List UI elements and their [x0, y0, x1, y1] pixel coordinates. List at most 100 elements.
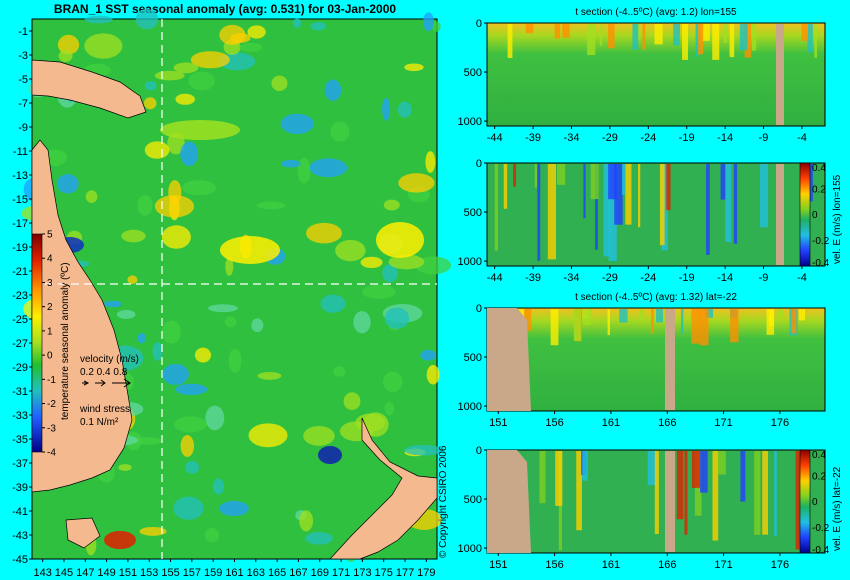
section-streak [676, 451, 684, 520]
velocity-colorbar-tick-label: 0.4 [812, 163, 826, 174]
section-streak [539, 451, 546, 504]
section-streak [632, 24, 639, 50]
map-x-tick-label: 167 [289, 567, 307, 579]
map-y-tick-label: -3 [18, 50, 28, 62]
wind-legend-value: 0.1 N/m² [80, 417, 119, 428]
temperature-colorbar-tick-label: -2 [47, 399, 56, 410]
anomaly-patch [162, 363, 189, 385]
section-streak [682, 24, 688, 60]
map-y-tick-label: -9 [18, 122, 28, 134]
map-x-tick-label: 175 [375, 567, 393, 579]
section-streak [614, 164, 623, 225]
anomaly-patch [57, 34, 80, 55]
anomaly-patch [188, 71, 215, 91]
map-x-tick-label: 163 [247, 567, 265, 579]
section-streak [555, 451, 563, 506]
temperature-colorbar-tick-label: 0 [47, 351, 53, 362]
map-y-tick-label: -13 [12, 170, 28, 182]
section-streak [608, 164, 617, 262]
section-x-tick-label: -34 [564, 272, 580, 284]
map-y-tick-label: -37 [12, 458, 28, 470]
anomaly-patch [420, 349, 437, 361]
section-streak [701, 24, 710, 41]
velocity-colorbar-label: vel. E (m/s) lon=155 [832, 174, 843, 264]
anomaly-patch [310, 22, 327, 31]
section-streak [637, 164, 641, 228]
section-y-tick-label: 0 [476, 158, 482, 170]
anomaly-patch [383, 199, 400, 211]
anomaly-patch [212, 478, 225, 495]
land-australia [31, 139, 133, 493]
section-streak [691, 451, 701, 488]
anomaly-patch [58, 49, 73, 62]
anomaly-patch [175, 383, 208, 396]
temperature-colorbar-tick-label: 4 [47, 254, 53, 265]
section-streak [587, 24, 596, 56]
map-x-tick-label: 173 [353, 567, 371, 579]
vector-legend: velocity (m/s) 0.2 0.4 0.8 wind stress 0… [79, 354, 139, 428]
anomaly-patch [154, 70, 185, 81]
section-streak [733, 164, 738, 244]
anomaly-patch [219, 24, 246, 45]
map-x-tick-label: 143 [33, 567, 51, 579]
anomaly-patch [281, 159, 301, 168]
section-y-tick-label: 1000 [458, 116, 482, 128]
anomaly-patch [137, 194, 153, 216]
anomaly-patch [228, 348, 242, 373]
anomaly-patch [127, 275, 138, 285]
temperature-colorbar-tick-label: 2 [47, 302, 53, 313]
section-streak [507, 24, 513, 58]
section-y-tick-label: 1000 [458, 401, 482, 413]
wind-legend-label: wind stress [79, 404, 130, 415]
anomaly-patch [85, 190, 98, 203]
section-streak [666, 164, 671, 211]
section-streak [537, 164, 541, 261]
anomaly-patch [121, 229, 146, 243]
section-x-tick-label: -44 [487, 272, 503, 284]
section-streak [740, 451, 746, 502]
section-streak [717, 451, 726, 475]
map-y-tick-label: -5 [18, 74, 28, 86]
section-x-tick-label: -14 [717, 132, 733, 144]
section-x-tick-label: -14 [717, 272, 733, 284]
temperature-colorbar-tick-label: 3 [47, 278, 53, 289]
anomaly-patch [144, 80, 157, 91]
anomaly-patch [180, 141, 199, 167]
section-streak [766, 309, 775, 335]
main-map: BRAN_1 SST seasonal anomaly (avg: 0.531)… [12, 2, 452, 579]
anomaly-patch [139, 526, 167, 536]
section-streak [774, 451, 777, 536]
section-y-tick-label: 0 [476, 18, 482, 30]
section-plot-area [486, 162, 826, 267]
section-panel-1: -44 -39 -34 -29 -24 -19 -14 -9 -4 0 500 1000 t secti… [458, 7, 826, 144]
anomaly-patch [398, 173, 435, 193]
section-streak [603, 164, 611, 257]
anomaly-patch [104, 300, 123, 308]
section-streak [524, 309, 532, 331]
section-streak [814, 24, 818, 58]
anomaly-patch [299, 510, 314, 532]
velocity-colorbar-tick-label: -0.2 [812, 523, 830, 534]
section-panel-4: 151 156 161 166 171 176 0 500 1000 0.4 0.2 0 -0.2 -0.… [458, 445, 843, 571]
section-x-tick-label: 166 [658, 417, 676, 429]
anomaly-patch [137, 332, 146, 344]
anomaly-patch [182, 180, 217, 196]
section-x-tick-label: 161 [602, 417, 620, 429]
map-y-tick-label: -11 [13, 146, 28, 158]
velocity-colorbar-tick-label: -0.4 [812, 258, 830, 269]
section-x-tick-label: -19 [679, 272, 695, 284]
anomaly-patch [330, 121, 350, 142]
anomaly-patch [333, 366, 346, 377]
section-panel-2: -44 -39 -34 -29 -24 -19 -14 -9 -4 0 500 1000 0.4 0.2 0… [458, 158, 843, 284]
land-mask [487, 308, 531, 411]
map-x-tick-label: 157 [183, 567, 201, 579]
map-x-tick-label: 179 [417, 567, 435, 579]
anomaly-patch [152, 342, 163, 361]
anomaly-patch [360, 256, 383, 269]
section-streak [494, 164, 498, 251]
anomaly-patch [174, 416, 208, 433]
section-streak [562, 24, 570, 38]
temperature-colorbar-ticks: 5 4 3 2 1 0 -1 -2 -3 -4 [42, 230, 56, 459]
section-plot-area [486, 307, 826, 412]
